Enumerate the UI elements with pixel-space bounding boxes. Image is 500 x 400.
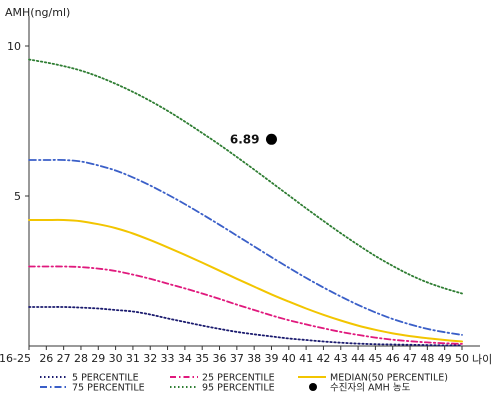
x-tick-label: 45 (368, 352, 382, 365)
legend-label-75-percentile: 75 PERCENTILE (72, 383, 145, 394)
patient-amh-label: 6.89 (230, 132, 260, 146)
x-tick-label: 33 (161, 352, 175, 365)
legend-label-25-percentile: 25 PERCENTILE (202, 373, 275, 384)
series-line-75-percentile (28, 158, 463, 336)
legend-swatch-patient-amh (309, 383, 317, 391)
x-tick-label: 41 (299, 352, 313, 365)
x-tick-label: 26 (39, 352, 53, 365)
series-line-median-50-percentile (28, 218, 463, 343)
x-tick-label: 28 (74, 352, 88, 365)
x-tick-label: 50 (455, 352, 469, 365)
x-tick-label: 47 (403, 352, 417, 365)
x-tick-label: 30 (109, 352, 123, 365)
series-line-95-percentile (28, 58, 463, 295)
legend-label-median-50-percentile: MEDIAN(50 PERCENTILE) (330, 373, 448, 384)
x-tick-label: 37 (230, 352, 244, 365)
legend-label-patient-amh: 수진자의 AMH 농도 (330, 383, 411, 394)
x-tick-label: 49 (438, 352, 452, 365)
patient-amh-point (265, 133, 277, 145)
axes: 5 10 AMH(ng/ml) 16-25 26 27 28 29 30 31 32 33 34 35 36… (0, 6, 492, 366)
y-tick-label: 5 (14, 190, 21, 203)
x-tick-label: 32 (143, 352, 157, 365)
series-line-25-percentile (28, 265, 463, 345)
x-tick-label: 34 (178, 352, 192, 365)
x-tick-label: 16-25 (0, 352, 31, 365)
annotation-layer: 6.89 (230, 132, 277, 146)
x-tick-label: 44 (351, 352, 365, 365)
series-layer (28, 58, 463, 347)
series-line-5-percentile (28, 306, 463, 347)
x-axis-title: 나이 (472, 353, 492, 366)
y-axis-title: AMH(ng/ml) (5, 6, 70, 19)
x-tick-label: 40 (282, 352, 296, 365)
x-tick-label: 42 (316, 352, 330, 365)
x-tick-label: 48 (420, 352, 434, 365)
x-tick-label: 35 (195, 352, 209, 365)
legend-label-95-percentile: 95 PERCENTILE (202, 383, 275, 394)
y-tick-label: 10 (7, 40, 21, 53)
x-tick-label: 46 (386, 352, 400, 365)
legend-label-5-percentile: 5 PERCENTILE (72, 373, 139, 384)
x-tick-label: 43 (334, 352, 348, 365)
x-tick-label: 36 (213, 352, 227, 365)
x-tick-label: 39 (264, 352, 278, 365)
x-tick-label: 29 (91, 352, 105, 365)
x-tick-label: 27 (57, 352, 71, 365)
x-tick-label: 38 (247, 352, 261, 365)
x-tick-label: 31 (126, 352, 140, 365)
